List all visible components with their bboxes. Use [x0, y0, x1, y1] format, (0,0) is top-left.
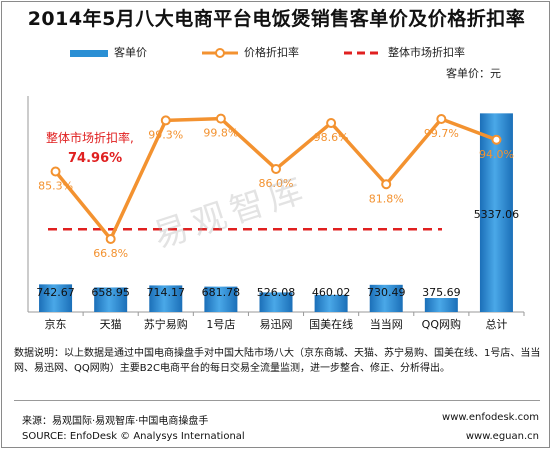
- overall-discount-value: 74.96%: [68, 151, 122, 166]
- discount-rate-label-7: 81.8%: [369, 192, 404, 205]
- discount-rate-label-3: 99.3%: [148, 128, 183, 141]
- bar-value-label-7: 730.49: [367, 286, 406, 299]
- bar-9: [479, 113, 513, 312]
- bar-3: [149, 285, 183, 312]
- discount-rate-label-6: 98.6%: [314, 131, 349, 144]
- bar-5: [259, 292, 293, 312]
- discount-rate-point-6: [326, 117, 337, 128]
- x-tick-label-6: 国美在线: [309, 317, 353, 331]
- source-cn: 来源：易观国际·易观智库·中国电商操盘手: [22, 416, 209, 427]
- source-url-2: www.eguan.cn: [465, 431, 539, 442]
- discount-rate-point-8: [436, 113, 447, 124]
- x-tick-label-5: 易迅网: [260, 318, 293, 331]
- discount-rate-label-4: 99.8%: [203, 127, 238, 140]
- discount-rate-label-5: 86.0%: [259, 177, 294, 190]
- legend-swatch-line: [202, 48, 238, 58]
- bar-4: [204, 286, 238, 312]
- chart-legend: 客单价 价格折扣率 整体市场折扣率: [0, 44, 553, 60]
- bar-value-label-5: 526.08: [257, 286, 296, 299]
- discount-rate-label-8: 99.7%: [424, 127, 459, 140]
- bar-value-label-1: 742.67: [36, 286, 75, 299]
- bar-value-label-2: 658.95: [91, 286, 130, 299]
- bar-8: [424, 298, 458, 312]
- bar-7: [369, 284, 403, 312]
- bar-value-label-9: 5337.06: [474, 208, 520, 221]
- overall-discount-label: 整体市场折扣率,: [46, 130, 134, 145]
- bar-value-label-8: 375.69: [422, 286, 461, 299]
- legend-item-line: 价格折扣率: [200, 44, 299, 60]
- bar-value-label-3: 714.17: [147, 286, 186, 299]
- x-tick-label-3: 苏宁易购: [144, 317, 188, 331]
- legend-label-line: 价格折扣率: [244, 46, 299, 59]
- bar-value-label-6: 460.02: [312, 286, 351, 299]
- x-tick-label-9: 总计: [485, 317, 507, 331]
- discount-rate-point-7: [381, 179, 392, 190]
- legend-swatch-bar: [70, 49, 108, 57]
- source-en: SOURCE: EnfoDesk © Analysys Internationa…: [22, 431, 245, 442]
- bar-2: [94, 287, 128, 312]
- bar-value-label-4: 681.78: [202, 286, 241, 299]
- discount-rate-point-9: [491, 134, 502, 145]
- legend-item-overall: 整体市场折扣率: [342, 44, 465, 60]
- discount-rate-label-2: 66.8%: [93, 247, 128, 260]
- bar-6: [314, 294, 348, 312]
- legend-swatch-overall: [344, 51, 382, 55]
- data-note: 数据说明：以上数据是通过中国电商操盘手对中国大陆市场八大（京东商城、天猫、苏宁易…: [14, 348, 541, 374]
- chart-title: 2014年5月八大电商平台电饭煲销售客单价及价格折扣率: [27, 8, 526, 30]
- discount-rate-point-2: [105, 233, 116, 244]
- legend-item-bar: 客单价: [70, 44, 147, 60]
- discount-rate-point-4: [215, 113, 226, 124]
- footer-divider: [14, 400, 540, 401]
- discount-rate-label-1: 85.3%: [38, 179, 73, 192]
- x-tick-label-2: 天猫: [100, 318, 122, 331]
- x-tick-label-8: QQ网购: [422, 317, 461, 331]
- unit-label: 客单价：元: [446, 67, 501, 80]
- legend-label-overall: 整体市场折扣率: [388, 46, 465, 59]
- discount-rate-point-5: [271, 163, 281, 174]
- discount-rate-point-3: [160, 115, 171, 126]
- x-tick-label-1: 京东: [45, 317, 67, 331]
- discount-rate-point-1: [50, 166, 61, 177]
- x-tick-label-4: 1号店: [206, 317, 235, 331]
- discount-rate-label-9: 94.0%: [479, 148, 514, 161]
- source-url-1: www.enfodesk.com: [442, 412, 539, 423]
- bar-1: [39, 284, 73, 312]
- x-tick-label-7: 当当网: [370, 317, 403, 331]
- legend-label-bar: 客单价: [114, 46, 147, 59]
